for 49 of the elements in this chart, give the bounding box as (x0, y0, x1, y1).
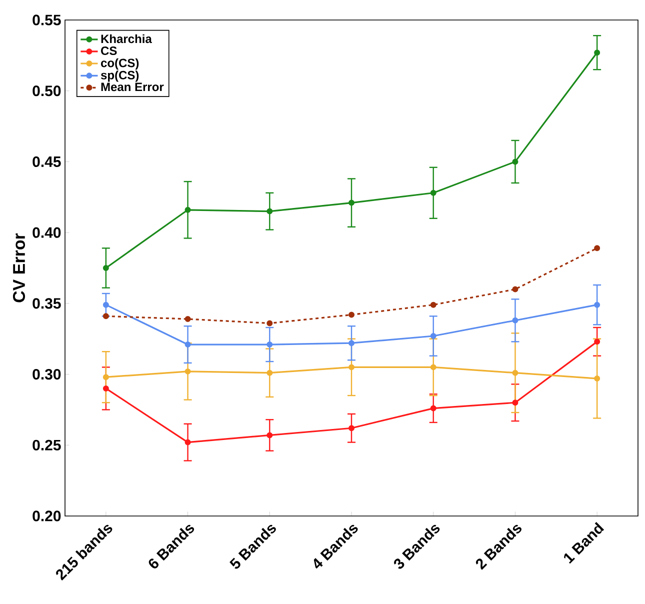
point (266, 320, 273, 326)
point (430, 190, 436, 196)
point (102, 374, 109, 380)
point (102, 385, 109, 392)
point (266, 370, 273, 376)
point (512, 400, 518, 406)
point (594, 50, 600, 56)
point (348, 312, 354, 318)
point (594, 302, 600, 308)
point (594, 376, 600, 382)
point (348, 200, 354, 206)
point (430, 333, 436, 340)
legend-label: sp(CS) (100, 70, 139, 82)
point (184, 206, 191, 213)
point (512, 370, 518, 376)
point (102, 302, 109, 308)
legend-label: co(CS) (101, 58, 139, 70)
point (594, 245, 600, 252)
y-tick-label: 0.45 (32, 156, 61, 168)
y-tick-label: 0.35 (32, 298, 61, 309)
point (430, 364, 436, 370)
point (266, 342, 273, 348)
point (184, 439, 191, 446)
point (102, 313, 109, 320)
point (348, 340, 354, 346)
point (184, 316, 191, 322)
y-tick-label: 0.50 (32, 86, 61, 96)
point (348, 425, 354, 432)
y-tick-label: 0.20 (32, 510, 61, 522)
y-tick-label: 0.25 (32, 440, 61, 450)
point (102, 264, 109, 271)
y-axis-title: CV Error (12, 233, 26, 302)
y-tick-label: 0.55 (32, 14, 61, 26)
legend-label: CS (101, 46, 117, 56)
legend-label: Kharchia (101, 34, 152, 44)
y-tick-label: 0.40 (32, 227, 61, 238)
point (184, 342, 191, 348)
point (348, 364, 354, 370)
y-tick-label: 0.30 (32, 368, 61, 380)
point (512, 317, 518, 324)
point (184, 368, 191, 374)
point (512, 158, 518, 165)
point (266, 208, 273, 214)
point (430, 302, 436, 308)
point (594, 338, 600, 345)
point (512, 286, 518, 292)
legend-label: Mean Error (101, 82, 164, 92)
point (430, 405, 436, 412)
point (266, 432, 273, 438)
